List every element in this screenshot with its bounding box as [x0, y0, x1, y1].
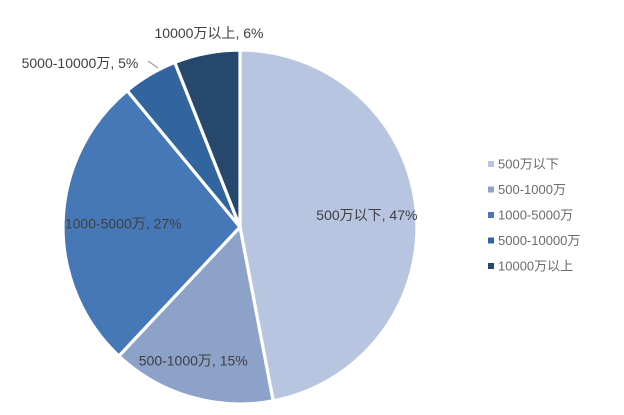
legend-label-2: 500-1000万: [498, 182, 566, 197]
legend-item-3: 1000-5000万: [488, 208, 573, 223]
pie-slice-2: [117, 225, 275, 406]
legend-swatch-4: [488, 237, 494, 244]
legend-swatch-5: [488, 263, 494, 269]
data-label-4: 5000-10000万, 5%: [22, 55, 139, 71]
legend-label-1: 500万以下: [498, 157, 559, 172]
data-label-3: 1000-5000万, 27%: [65, 215, 182, 231]
pie-slice-5: [173, 48, 242, 229]
pie-slice-3: [61, 89, 242, 358]
legend: 500万以下 500-1000万 1000-5000万 5000-10000万 1000…: [488, 157, 580, 274]
legend-item-5: 10000万以上: [488, 259, 573, 274]
legend-swatch-1: [488, 161, 494, 167]
legend-label-3: 1000-5000万: [498, 208, 573, 223]
legend-item-1: 500万以下: [488, 157, 559, 172]
data-label-1: 500万以下, 47%: [316, 207, 417, 223]
legend-item-4: 5000-10000万: [488, 233, 580, 248]
data-label-2: 500-1000万, 15%: [139, 352, 248, 368]
pie-slices: [61, 48, 419, 406]
legend-swatch-3: [488, 212, 494, 218]
data-label-5: 10000万以上, 6%: [155, 25, 264, 41]
legend-item-2: 500-1000万: [488, 182, 566, 197]
label-leader-line-4: [147, 60, 159, 69]
legend-swatch-2: [488, 186, 494, 193]
legend-label-5: 10000万以上: [498, 259, 573, 274]
pie-data-labels: 500万以下, 47% 500-1000万, 15% 1000-5000万, 27%…: [22, 25, 418, 368]
pie-slice-1: [238, 48, 419, 403]
legend-label-4: 5000-10000万: [498, 233, 580, 248]
